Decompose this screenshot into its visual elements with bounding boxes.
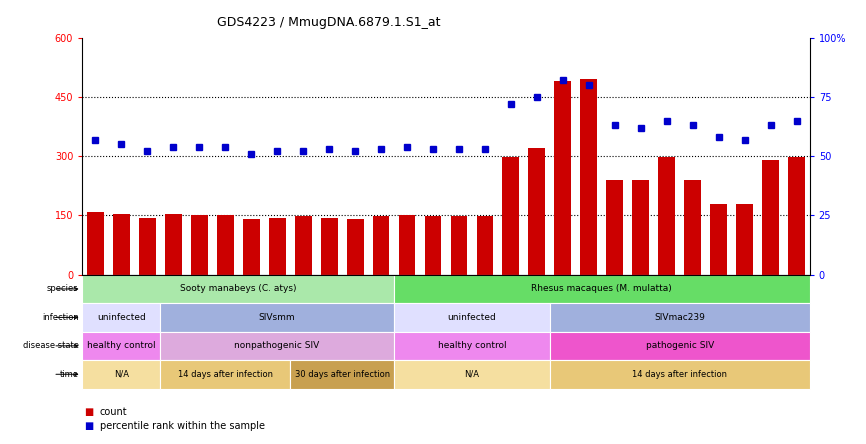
Bar (550, 303, 810, 332)
Bar (554, 81, 572, 275)
Bar (658, 157, 675, 275)
Bar (736, 204, 753, 275)
Bar (684, 180, 701, 275)
Bar (450, 216, 468, 275)
Bar (290, 360, 394, 388)
Text: healthy control: healthy control (87, 341, 156, 350)
Bar (242, 219, 260, 275)
Bar (139, 218, 156, 275)
Text: 14 days after infection: 14 days after infection (632, 370, 727, 379)
Bar (372, 216, 390, 275)
Bar (394, 275, 810, 303)
Bar (82, 360, 160, 388)
Bar (550, 360, 810, 388)
Text: Rhesus macaques (M. mulatta): Rhesus macaques (M. mulatta) (532, 285, 672, 293)
Bar (268, 218, 286, 275)
Text: SIVsmm: SIVsmm (259, 313, 295, 322)
Bar (606, 180, 624, 275)
Bar (346, 218, 364, 275)
Bar (394, 332, 550, 360)
Bar (632, 180, 650, 275)
Text: ■: ■ (84, 421, 94, 431)
Bar (394, 360, 550, 388)
Text: SIVmac239: SIVmac239 (655, 313, 705, 322)
Text: N/A: N/A (464, 370, 480, 379)
Text: species: species (47, 285, 79, 293)
Bar (550, 332, 810, 360)
Text: infection: infection (42, 313, 79, 322)
Bar (762, 160, 779, 275)
Text: Sooty manabeys (C. atys): Sooty manabeys (C. atys) (180, 285, 296, 293)
Bar (394, 303, 550, 332)
Bar (788, 157, 805, 275)
Bar (580, 79, 598, 275)
Bar (216, 215, 234, 275)
Bar (82, 303, 160, 332)
Text: GDS4223 / MmugDNA.6879.1.S1_at: GDS4223 / MmugDNA.6879.1.S1_at (217, 16, 441, 28)
Bar (113, 214, 130, 275)
Bar (710, 204, 727, 275)
Bar (160, 332, 394, 360)
Bar (160, 303, 394, 332)
Bar (294, 216, 312, 275)
Text: N/A: N/A (113, 370, 129, 379)
Bar (191, 215, 208, 275)
Text: time: time (60, 370, 79, 379)
Bar (424, 216, 442, 275)
Text: pathogenic SIV: pathogenic SIV (646, 341, 714, 350)
Text: percentile rank within the sample: percentile rank within the sample (100, 421, 265, 431)
Text: 14 days after infection: 14 days after infection (178, 370, 273, 379)
Text: nonpathogenic SIV: nonpathogenic SIV (235, 341, 320, 350)
Text: count: count (100, 407, 127, 417)
Bar (87, 211, 104, 275)
Text: disease state: disease state (23, 341, 79, 350)
Bar (320, 218, 338, 275)
Text: uninfected: uninfected (448, 313, 496, 322)
Text: ■: ■ (84, 407, 94, 417)
Bar (528, 148, 546, 275)
Bar (476, 216, 494, 275)
Bar (398, 215, 416, 275)
Bar (82, 332, 160, 360)
Bar (160, 360, 290, 388)
Text: healthy control: healthy control (437, 341, 507, 350)
Bar (502, 157, 520, 275)
Bar (82, 275, 394, 303)
Text: uninfected: uninfected (97, 313, 145, 322)
Bar (165, 214, 182, 275)
Text: 30 days after infection: 30 days after infection (294, 370, 390, 379)
